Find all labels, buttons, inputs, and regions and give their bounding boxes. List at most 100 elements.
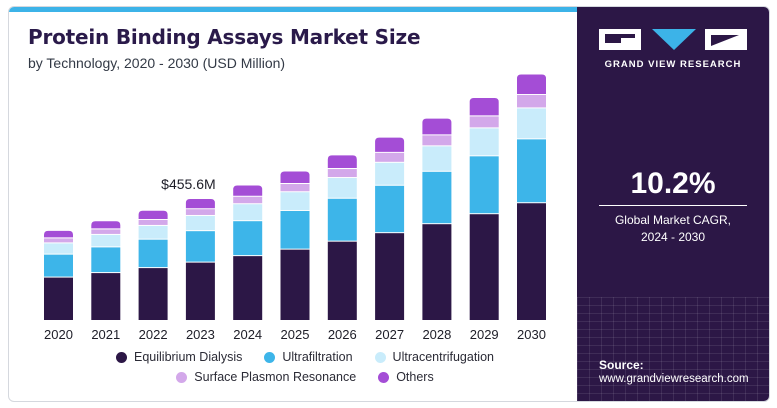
bar-segment — [280, 171, 310, 184]
brand-name: GRAND VIEW RESEARCH — [604, 59, 742, 70]
x-tick-label: 2028 — [422, 327, 451, 342]
bar-segment — [517, 74, 546, 94]
legend-label: Ultracentrifugation — [392, 350, 494, 364]
bar-segment — [517, 203, 546, 320]
bar-segment — [280, 192, 310, 210]
data-label: $455.6M — [161, 176, 215, 192]
bar-segment — [469, 214, 499, 320]
grid-pattern — [577, 297, 769, 401]
bar-segment — [185, 198, 215, 209]
bar-segment — [469, 97, 499, 116]
bar-segment — [469, 156, 499, 214]
x-tick-label: 2020 — [44, 327, 73, 342]
x-tick-label: 2021 — [91, 327, 120, 342]
legend-item-surface-plasmon-resonance: Surface Plasmon Resonance — [176, 370, 356, 384]
x-tick-label: 2024 — [233, 327, 262, 342]
legend: Equilibrium Dialysis Ultrafiltration Ult… — [85, 350, 525, 390]
cagr-label: Global Market CAGR, 2024 - 2030 — [577, 212, 769, 246]
bar-segment — [280, 210, 310, 249]
legend-swatch — [374, 351, 386, 363]
chart-card: Protein Binding Assays Market Size by Te… — [8, 6, 770, 402]
bar-segment — [375, 233, 405, 320]
bar-segment — [375, 152, 405, 162]
bar-segment — [327, 241, 357, 320]
x-tick-label: 2025 — [281, 327, 310, 342]
bar-segment — [91, 247, 121, 273]
x-tick-label: 2030 — [517, 327, 546, 342]
bar-segment — [517, 108, 546, 139]
bar-segment — [327, 155, 357, 169]
bar-segment — [138, 219, 168, 225]
chart-subtitle: by Technology, 2020 - 2030 (USD Million) — [28, 55, 286, 71]
bar-segment — [44, 230, 73, 238]
cagr-label-line1: Global Market CAGR, — [614, 213, 732, 227]
legend-swatch — [264, 351, 276, 363]
x-tick-label: 2023 — [186, 327, 215, 342]
legend-item-ultracentrifugation: Ultracentrifugation — [374, 350, 494, 364]
bar-segment — [185, 231, 215, 262]
bar-segment — [138, 210, 168, 219]
bar-segment — [422, 118, 452, 135]
bar-segment — [422, 146, 452, 171]
x-tick-label: 2027 — [375, 327, 404, 342]
legend-swatch — [116, 351, 127, 363]
bar-segment — [138, 239, 168, 268]
legend-label: Others — [396, 370, 434, 384]
bar-segment — [233, 196, 263, 204]
legend-item-others: Others — [378, 370, 434, 384]
source-url[interactable]: www.grandviewresearch.com — [599, 373, 749, 385]
bar-segment — [375, 162, 405, 185]
legend-item-ultrafiltration: Ultrafiltration — [264, 350, 353, 364]
cagr-value: 10.2% — [630, 167, 716, 200]
bar-segment — [375, 137, 405, 152]
accent-bar — [9, 7, 577, 12]
bar-segment — [233, 204, 263, 221]
bar-segment — [138, 268, 168, 320]
legend-swatch — [176, 371, 188, 383]
bar-segment — [517, 94, 546, 108]
bar-segment — [469, 116, 499, 128]
legend-swatch — [378, 371, 390, 383]
x-tick-label: 2022 — [139, 327, 168, 342]
gvr-logo-icon — [599, 29, 747, 50]
bar-segment — [280, 184, 310, 192]
x-tick-label: 2026 — [328, 327, 357, 342]
legend-row-1: Equilibrium Dialysis Ultrafiltration Ult… — [85, 350, 525, 364]
bar-segment — [233, 221, 263, 256]
bar-segment — [422, 135, 452, 146]
legend-label: Ultrafiltration — [282, 350, 353, 364]
bar-segment — [44, 277, 73, 320]
bar-chart: 2020 2021 2022 $455.6M 2023 2024 2025 2026 2027 2… — [44, 74, 546, 342]
divider — [599, 205, 747, 206]
legend-row-2: Surface Plasmon Resonance Others — [85, 370, 525, 384]
bar-segment — [91, 273, 121, 320]
bar-segment — [138, 225, 168, 239]
bar-segment — [327, 169, 357, 178]
source-label: Source: — [599, 358, 644, 372]
bar-segment — [233, 185, 263, 196]
bar-segment — [91, 229, 121, 234]
chart-title: Protein Binding Assays Market Size — [28, 25, 421, 49]
cagr-label-line2: 2024 - 2030 — [640, 230, 706, 244]
bar-segment — [44, 238, 73, 243]
bar-segment — [44, 243, 73, 254]
legend-label: Equilibrium Dialysis — [134, 350, 243, 364]
bar-segment — [44, 254, 73, 277]
bar-segment — [327, 198, 357, 241]
bar-segment — [375, 185, 405, 233]
bar-segment — [327, 178, 357, 198]
bar-segment — [280, 249, 310, 320]
bar-segment — [422, 224, 452, 320]
bar-segment — [185, 215, 215, 231]
bar-segment — [185, 209, 215, 215]
info-panel: GRAND VIEW RESEARCH 10.2% Global Market … — [577, 7, 769, 401]
bar-segment — [469, 128, 499, 156]
bar-segment — [185, 262, 215, 320]
bar-segment — [91, 234, 121, 247]
legend-item-equilibrium-dialysis: Equilibrium Dialysis — [116, 350, 242, 364]
bar-segment — [422, 171, 452, 224]
bar-segment — [233, 256, 263, 320]
bar-segment — [517, 139, 546, 203]
legend-label: Surface Plasmon Resonance — [194, 370, 357, 384]
bar-segment — [91, 221, 121, 229]
